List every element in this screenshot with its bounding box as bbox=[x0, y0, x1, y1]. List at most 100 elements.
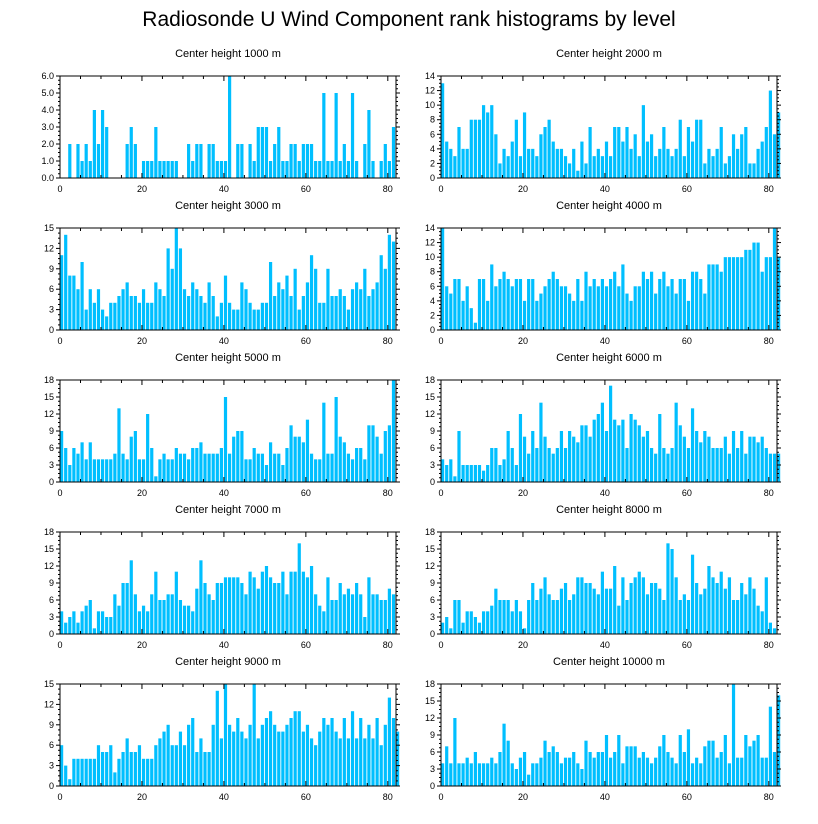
histogram-bar bbox=[596, 594, 600, 634]
histogram-bar bbox=[146, 302, 150, 330]
histogram-bar bbox=[666, 148, 670, 178]
x-tick-label: 60 bbox=[301, 640, 311, 650]
y-tick-label: 2 bbox=[430, 310, 435, 320]
histogram-bar bbox=[297, 161, 301, 178]
histogram-bar bbox=[162, 161, 166, 178]
histogram-bar bbox=[121, 289, 125, 330]
histogram-bar bbox=[690, 271, 695, 330]
histogram-panel-10: Center height 10000 m 0 20 40 60 80 0 3 6 9 12 15 18 bbox=[425, 656, 781, 802]
histogram-bar bbox=[96, 459, 101, 482]
histogram-bar bbox=[383, 144, 387, 178]
panel-title: Center height 4000 m bbox=[556, 200, 662, 212]
histogram-bar bbox=[223, 397, 228, 482]
histogram-bar bbox=[363, 268, 367, 330]
histogram-bar bbox=[211, 296, 215, 330]
x-tick-label: 60 bbox=[682, 184, 692, 194]
histogram-bar bbox=[703, 163, 707, 178]
y-tick-label: 6.0 bbox=[41, 71, 54, 81]
histogram-bar bbox=[477, 465, 482, 482]
histogram-bar bbox=[162, 453, 166, 482]
histogram-bar bbox=[96, 745, 101, 786]
histogram-bar bbox=[301, 731, 305, 786]
histogram-bar bbox=[547, 448, 551, 482]
histogram-bar bbox=[629, 148, 633, 178]
histogram-bar bbox=[76, 144, 80, 178]
y-tick-label: 18 bbox=[44, 527, 54, 537]
histogram-bar bbox=[240, 431, 244, 482]
histogram-bar bbox=[637, 286, 641, 330]
histogram-bar bbox=[514, 465, 518, 482]
histogram-bar bbox=[195, 752, 199, 786]
y-tick-label: 6 bbox=[49, 595, 54, 605]
histogram-bar bbox=[396, 731, 400, 786]
histogram-bar bbox=[350, 711, 355, 786]
histogram-bar bbox=[506, 431, 510, 482]
histogram-bar bbox=[740, 134, 744, 178]
x-tick-label: 40 bbox=[219, 488, 229, 498]
histogram-bar bbox=[723, 735, 727, 786]
histogram-bar bbox=[621, 763, 625, 786]
histogram-bar bbox=[481, 470, 486, 482]
histogram-bar bbox=[777, 695, 781, 786]
histogram-bar bbox=[621, 264, 625, 330]
histogram-bar bbox=[760, 757, 764, 786]
histogram-bar bbox=[318, 302, 322, 330]
histogram-bar bbox=[211, 600, 215, 634]
histogram-bar bbox=[363, 144, 367, 178]
histogram-bar bbox=[649, 583, 654, 634]
histogram-bar bbox=[756, 242, 760, 330]
histogram-bar bbox=[207, 752, 211, 786]
histogram-bar bbox=[318, 605, 322, 634]
histogram-bar bbox=[486, 763, 490, 786]
histogram-bar bbox=[178, 248, 183, 330]
histogram-bar bbox=[707, 740, 711, 786]
histogram-bar bbox=[133, 752, 137, 786]
histogram-bar bbox=[260, 453, 264, 482]
histogram-bar bbox=[133, 431, 137, 482]
x-tick-label: 80 bbox=[383, 336, 393, 346]
histogram-bar bbox=[334, 600, 338, 634]
histogram-bar bbox=[363, 738, 367, 786]
histogram-bar bbox=[125, 459, 129, 482]
histogram-bar bbox=[477, 119, 482, 178]
histogram-bar bbox=[555, 279, 559, 330]
histogram-bar bbox=[309, 144, 314, 178]
histogram-bar bbox=[768, 622, 772, 634]
histogram-bar bbox=[715, 757, 719, 786]
histogram-bar bbox=[772, 134, 777, 178]
histogram-bar bbox=[563, 286, 568, 330]
histogram-bar bbox=[502, 271, 506, 330]
histogram-bar bbox=[572, 594, 576, 634]
histogram-bar bbox=[629, 746, 633, 786]
histogram-bar bbox=[441, 763, 445, 786]
histogram-bar bbox=[527, 279, 531, 330]
histogram-bar bbox=[379, 255, 383, 330]
histogram-bar bbox=[146, 758, 150, 786]
histogram-bar bbox=[486, 611, 490, 634]
panel-title: Center height 9000 m bbox=[175, 656, 281, 668]
histogram-bar bbox=[547, 752, 551, 786]
histogram-bar bbox=[215, 161, 219, 178]
histogram-bar bbox=[727, 453, 732, 482]
histogram-bar bbox=[256, 738, 260, 786]
y-tick-label: 3 bbox=[49, 305, 54, 315]
histogram-bar bbox=[68, 144, 72, 178]
histogram-bar bbox=[391, 241, 396, 330]
x-tick-label: 40 bbox=[600, 488, 610, 498]
histogram-bar bbox=[752, 163, 756, 178]
histogram-bar bbox=[334, 93, 338, 178]
histogram-bar bbox=[187, 459, 191, 482]
y-tick-label: 3 bbox=[430, 764, 435, 774]
histogram-bar bbox=[211, 144, 215, 178]
histogram-bar bbox=[510, 141, 514, 178]
y-tick-label: 6 bbox=[430, 129, 435, 139]
histogram-bar bbox=[522, 300, 527, 330]
histogram-bar bbox=[678, 119, 682, 178]
histogram-bar bbox=[740, 431, 744, 482]
y-tick-label: 15 bbox=[425, 696, 435, 706]
x-tick-label: 80 bbox=[764, 792, 774, 802]
histogram-bar bbox=[666, 543, 670, 634]
histogram-bar bbox=[113, 772, 117, 786]
histogram-bar bbox=[613, 752, 617, 786]
histogram-bar bbox=[674, 577, 678, 634]
